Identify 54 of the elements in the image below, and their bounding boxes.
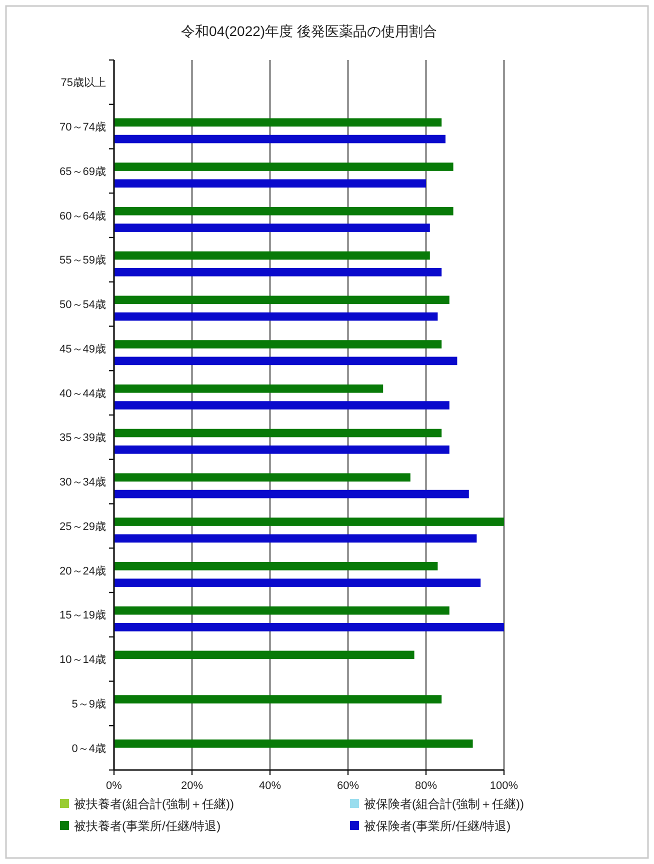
bar (114, 578, 481, 587)
bar (114, 562, 438, 570)
legend-label: 被扶養者(組合計(強制＋任継)) (74, 797, 234, 811)
y-tick-label: 50～54歳 (60, 298, 106, 312)
y-tick-label: 5～9歳 (72, 697, 106, 710)
y-tick-label: 15～19歳 (60, 608, 106, 622)
chart-title: 令和04(2022)年度 後発医薬品の使用割合 (181, 23, 437, 39)
y-tick-label: 45～49歳 (60, 342, 106, 356)
bar (114, 473, 410, 482)
legend-label: 被扶養者(事業所/任継/特退) (74, 819, 221, 833)
y-tick-label: 55～59歳 (60, 254, 106, 267)
y-tick-label: 20～24歳 (60, 564, 106, 578)
y-tick-label: 25～29歳 (60, 520, 106, 533)
bar (114, 606, 450, 615)
x-tick-label: 100% (490, 780, 518, 792)
bar (114, 268, 442, 276)
y-tick-label: 60～64歳 (60, 209, 106, 222)
bar (114, 118, 442, 127)
legend-label: 被保険者(組合計(強制＋任継)) (364, 797, 524, 811)
bar (114, 490, 469, 498)
x-tick-label: 0% (106, 780, 122, 792)
y-tick-label: 75歳以上 (60, 76, 106, 90)
bar (114, 534, 477, 543)
y-tick-label: 65～69歳 (60, 164, 106, 178)
bar (114, 623, 504, 632)
legend-label: 被保険者(事業所/任継/特退) (364, 819, 511, 833)
bar (114, 428, 442, 438)
bar (114, 518, 504, 526)
x-tick-label: 80% (414, 780, 438, 792)
y-tick-label: 35～39歳 (60, 431, 106, 444)
x-tick-label: 20% (180, 780, 204, 792)
y-tick-label: 40～44歳 (60, 386, 106, 400)
bar (114, 650, 414, 660)
bar (114, 206, 454, 216)
bar (114, 179, 426, 188)
bar (114, 224, 430, 232)
bar (114, 296, 450, 304)
y-tick-label: 70～74歳 (60, 120, 106, 134)
x-tick-label: 60% (336, 780, 360, 792)
x-tick-label: 40% (258, 780, 282, 792)
bar (114, 446, 450, 454)
y-tick-label: 0～4歳 (72, 742, 106, 755)
bar (114, 356, 458, 366)
bar (114, 340, 442, 348)
y-tick-label: 10～14歳 (60, 653, 106, 666)
bar (114, 384, 384, 393)
bar (114, 739, 473, 748)
bar (114, 134, 446, 144)
bar (114, 695, 442, 704)
bar (114, 251, 430, 260)
bar (114, 312, 438, 321)
bar (114, 401, 450, 410)
bar (114, 162, 454, 171)
y-tick-label: 30～34歳 (60, 476, 106, 489)
